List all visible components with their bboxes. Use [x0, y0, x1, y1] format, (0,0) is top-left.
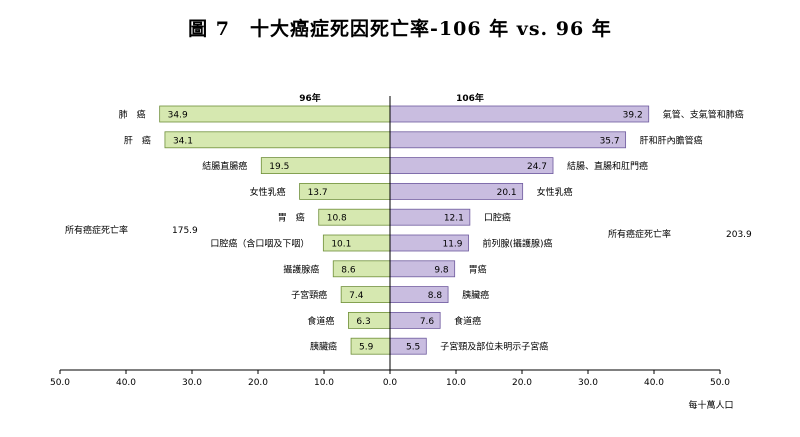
right-category-label: 胃癌: [469, 263, 487, 275]
right-total-value: 203.9: [726, 230, 752, 240]
left-value-label: 34.9: [168, 111, 188, 121]
left-category-label: 胃 癌: [278, 212, 305, 224]
left-bar: [159, 105, 391, 123]
left-total-label: 所有癌症死亡率: [65, 224, 128, 236]
right-category-label: 胰臟癌: [462, 289, 489, 301]
x-tick-label: 50.0: [50, 378, 70, 388]
right-bar: [389, 131, 627, 149]
left-value-label: 5.9: [359, 343, 374, 353]
right-value-label: 11.9: [442, 240, 462, 250]
left-series-header: 96年: [299, 92, 321, 104]
right-category-label: 子宮頸及部位未明示子宮癌: [440, 341, 548, 353]
left-total-value: 175.9: [172, 226, 198, 236]
x-tick-label: 10.0: [314, 378, 334, 388]
right-value-label: 8.8: [428, 291, 443, 301]
left-category-label: 攝護腺癌: [283, 263, 319, 275]
x-tick-label: 20.0: [248, 378, 268, 388]
left-value-label: 19.5: [269, 162, 289, 172]
right-value-label: 20.1: [497, 188, 517, 198]
right-value-label: 5.5: [406, 343, 420, 353]
right-value-label: 24.7: [527, 162, 547, 172]
right-category-label: 食道癌: [454, 315, 481, 327]
right-value-label: 39.2: [623, 111, 643, 121]
left-category-label: 女性乳癌: [250, 186, 286, 198]
left-value-label: 7.4: [349, 291, 364, 301]
left-category-label: 食道癌: [307, 315, 334, 327]
right-total-label: 所有癌症死亡率: [608, 228, 671, 240]
right-category-label: 結腸、直腸和肛門癌: [567, 160, 648, 172]
left-bar: [164, 131, 391, 149]
left-value-label: 8.6: [341, 265, 356, 275]
right-value-label: 12.1: [444, 214, 464, 224]
right-category-label: 氣管、支氣管和肺癌: [663, 109, 744, 121]
left-value-label: 6.3: [356, 317, 370, 327]
right-category-label: 肝和肝內膽管癌: [640, 134, 703, 146]
left-category-label: 肝 癌: [124, 134, 151, 146]
right-value-label: 9.8: [434, 265, 449, 275]
right-category-label: 前列腺(攝護腺)癌: [483, 238, 553, 250]
left-value-label: 10.1: [331, 240, 351, 250]
x-tick-label: 10.0: [446, 378, 466, 388]
left-value-label: 10.8: [327, 214, 347, 224]
left-value-label: 34.1: [173, 136, 193, 146]
unit-label: 每十萬人口: [688, 399, 733, 411]
right-value-label: 7.6: [420, 317, 435, 327]
x-tick-label: 40.0: [644, 378, 664, 388]
left-category-label: 子宮頸癌: [291, 289, 327, 301]
left-category-label: 口腔癌（含口咽及下咽）: [210, 238, 309, 250]
chart-title: 圖 7 十大癌症死因死亡率-106 年 vs. 96 年: [188, 18, 612, 40]
left-value-label: 13.7: [308, 188, 328, 198]
right-bar: [389, 105, 650, 123]
x-tick-label: 0.0: [383, 378, 398, 388]
right-series-header: 106年: [456, 92, 484, 104]
right-category-label: 女性乳癌: [537, 186, 573, 198]
left-category-label: 肺 癌: [119, 109, 146, 121]
right-category-label: 口腔癌: [484, 212, 511, 224]
x-tick-label: 30.0: [578, 378, 598, 388]
left-category-label: 結腸直腸癌: [202, 160, 247, 172]
x-tick-label: 40.0: [116, 378, 136, 388]
x-tick-label: 50.0: [710, 378, 730, 388]
x-tick-label: 20.0: [512, 378, 532, 388]
left-category-label: 胰臟癌: [310, 341, 337, 353]
right-value-label: 35.7: [600, 136, 620, 146]
x-tick-label: 30.0: [182, 378, 202, 388]
